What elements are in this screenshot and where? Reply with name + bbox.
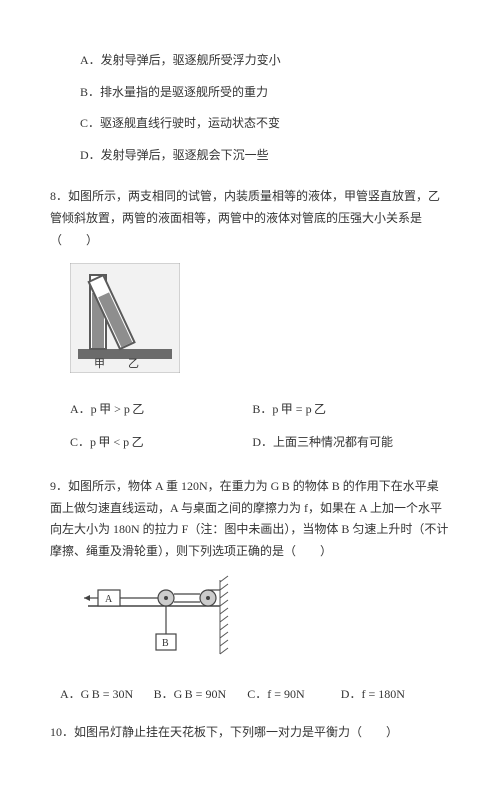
q8-option-d: D．上面三种情况都有可能 [252, 432, 434, 454]
q8-option-b: B．p 甲 = p 乙 [252, 399, 434, 421]
q8-figure: 甲 乙 [70, 263, 450, 381]
q8-option-c: C．p 甲 < p 乙 [70, 432, 252, 454]
q7-option-c: C．驱逐舰直线行驶时，运动状态不变 [80, 113, 450, 135]
q7-option-a: A．发射导弹后，驱逐舰所受浮力变小 [80, 50, 450, 72]
q7-options: A．发射导弹后，驱逐舰所受浮力变小 B．排水量指的是驱逐舰所受的重力 C．驱逐舰… [80, 50, 450, 166]
q8-stem: 8．如图所示，两支相同的试管，内装质量相等的液体，甲管竖直放置，乙管倾斜放置，两… [50, 186, 450, 251]
q9-option-a: A．G B = 30N [60, 684, 154, 706]
q10-stem: 10．如图吊灯静止挂在天花板下，下列哪一对力是平衡力（ ） [50, 722, 450, 744]
svg-text:B: B [162, 638, 169, 649]
q9-option-d: D．f = 180N [341, 684, 435, 706]
q9-figure: A B [70, 574, 450, 672]
q9-option-c: C．f = 90N [247, 684, 341, 706]
svg-text:甲: 甲 [94, 358, 105, 370]
q9-stem: 9．如图所示，物体 A 重 120N，在重力为 G B 的物体 B 的作用下在水… [50, 476, 450, 562]
q7-option-b: B．排水量指的是驱逐舰所受的重力 [80, 82, 450, 104]
q7-option-d: D．发射导弹后，驱逐舰会下沉一些 [80, 145, 450, 167]
svg-text:乙: 乙 [128, 357, 139, 370]
q8-option-a: A．p 甲 > p 乙 [70, 399, 252, 421]
q9-options: A．G B = 30N B．G B = 90N C．f = 90N D．f = … [60, 684, 450, 706]
q8-options: A．p 甲 > p 乙 B．p 甲 = p 乙 C．p 甲 < p 乙 D．上面… [70, 393, 450, 460]
svg-text:A: A [105, 594, 113, 605]
q9-option-b: B．G B = 90N [154, 684, 248, 706]
